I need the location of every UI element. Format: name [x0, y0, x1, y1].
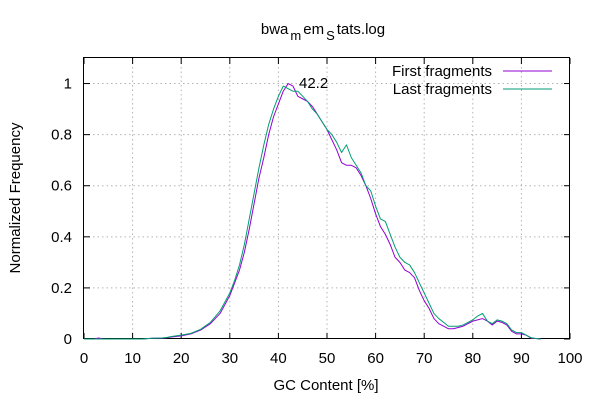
legend: First fragments Last fragments — [392, 63, 552, 98]
x-tick-label: 80 — [464, 350, 481, 367]
grid-lines — [84, 58, 570, 339]
series-line-last-fragments — [84, 85, 541, 340]
x-axis: 0 10 20 30 40 50 60 70 80 90 100 — [80, 58, 583, 367]
x-tick-label: 30 — [221, 350, 238, 367]
x-tick-label: 10 — [124, 350, 141, 367]
title-part: em — [303, 21, 324, 38]
series-line-first-fragments — [84, 83, 541, 340]
title-subscript-part: m — [290, 28, 301, 43]
x-tick-label: 60 — [367, 350, 384, 367]
y-tick-label: 0.4 — [51, 229, 72, 246]
legend-label-first-fragments: First fragments — [392, 63, 492, 80]
y-tick-label: 0 — [64, 331, 72, 348]
x-tick-label: 0 — [80, 350, 88, 367]
x-tick-label: 50 — [319, 350, 336, 367]
x-tick-label: 70 — [416, 350, 433, 367]
x-tick-label: 90 — [513, 350, 530, 367]
y-axis: 0 0.2 0.4 0.6 0.8 1 — [51, 76, 570, 348]
x-axis-label: GC Content [%] — [273, 377, 378, 394]
peak-annotation: 42.2 — [299, 75, 328, 92]
legend-label-last-fragments: Last fragments — [393, 81, 492, 98]
y-tick-label: 1 — [64, 76, 72, 93]
title-part: bwa — [261, 21, 289, 38]
y-tick-label: 0.2 — [51, 280, 72, 297]
title-part: tats.log — [337, 21, 385, 38]
y-tick-label: 0.8 — [51, 127, 72, 144]
x-tick-label: 20 — [173, 350, 190, 367]
x-tick-label: 40 — [270, 350, 287, 367]
y-axis-label: Normalized Frequency — [7, 122, 24, 273]
title-subscript-part: S — [326, 28, 335, 43]
y-tick-label: 0.6 — [51, 178, 72, 195]
series-lines — [84, 83, 541, 340]
x-tick-label: 100 — [557, 350, 582, 367]
